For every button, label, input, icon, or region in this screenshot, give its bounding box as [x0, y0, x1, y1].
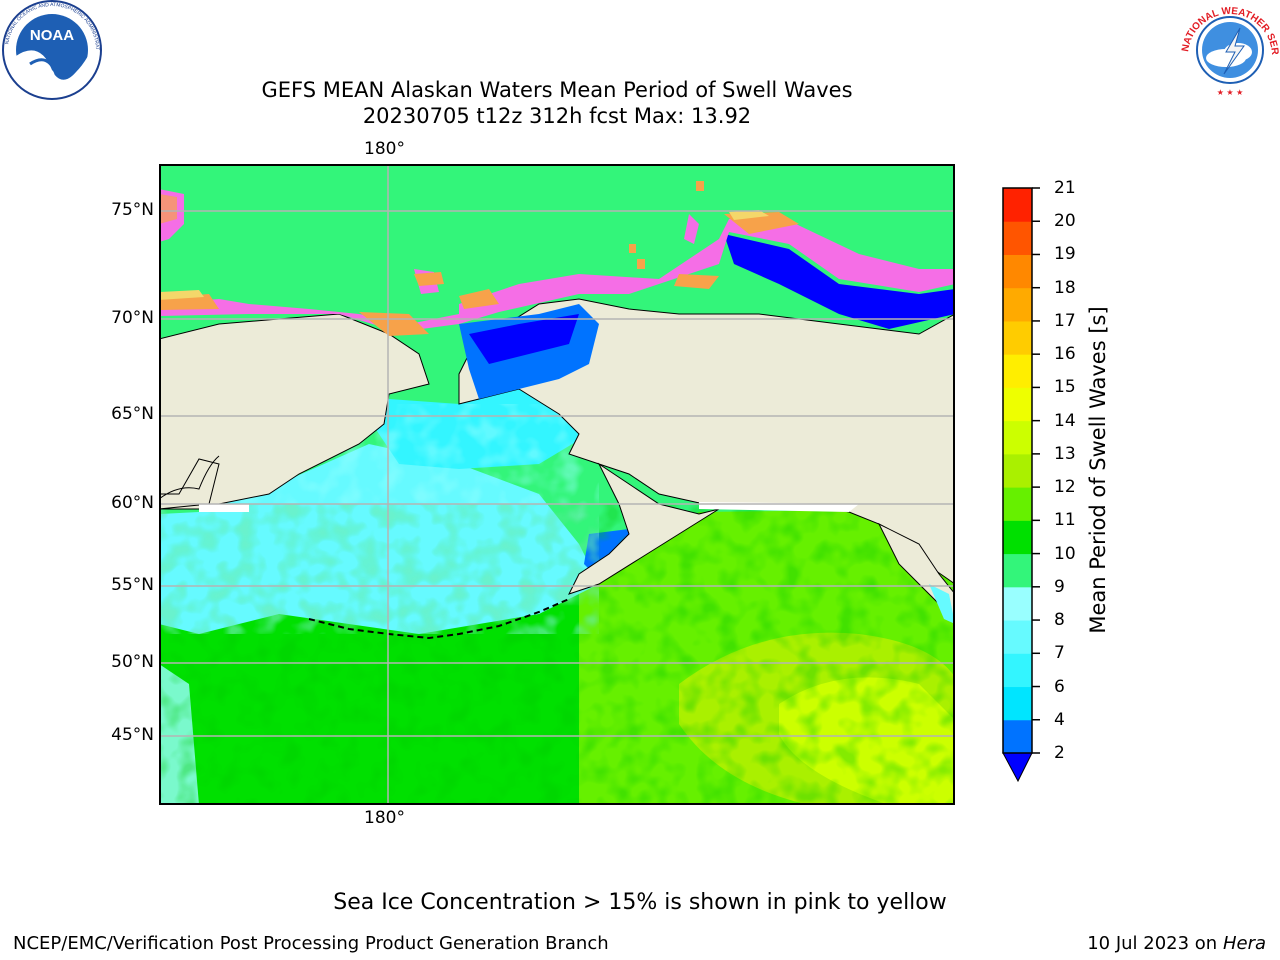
map-subtitle: 20230705 t12z 312h fcst Max: 13.92: [362, 104, 752, 128]
colorbar-underflow-arrow: [1002, 752, 1033, 783]
chukchi-deep-blue: [469, 314, 579, 364]
colorbar: [1002, 187, 1040, 783]
colorbar-segment: [1003, 254, 1032, 289]
footer-date: 10 Jul 2023 on Hera: [1087, 933, 1266, 954]
colorbar-tick-label: 19: [1054, 244, 1076, 265]
colorbar-segment: [1003, 354, 1032, 388]
colorbar-segment: [1003, 586, 1032, 621]
alaska-landmass: [458, 298, 954, 584]
colorbar-segment: [1003, 653, 1032, 688]
colorbar-tick-label: 15: [1054, 377, 1076, 398]
svg-text:★ ★ ★: ★ ★ ★: [1217, 88, 1244, 97]
lat-label-45: 45°N: [111, 725, 154, 745]
colorbar-segment: [1003, 453, 1032, 488]
colorbar-segment: [1003, 686, 1032, 721]
colorbar-label: Mean Period of Swell Waves [s]: [1086, 306, 1110, 634]
colorbar-tick-label: 17: [1054, 310, 1076, 331]
colorbar-tick-label: 10: [1054, 543, 1076, 564]
colorbar-tick-label: 18: [1054, 277, 1076, 298]
lon-label-bottom: 180°: [364, 808, 405, 828]
colorbar-tick-label: 9: [1054, 576, 1065, 597]
lat-label-75: 75°N: [111, 200, 154, 220]
colorbar-segment: [1003, 719, 1032, 754]
colorbar-tick-label: 8: [1054, 610, 1065, 631]
colorbar-tick-label: 6: [1054, 676, 1065, 697]
map-title: GEFS MEAN Alaskan Waters Mean Period of …: [261, 78, 853, 102]
colorbar-segment: [1003, 221, 1032, 255]
colorbar-tick-label: 20: [1054, 211, 1076, 232]
colorbar-tick-label: 13: [1054, 443, 1076, 464]
lon-label-top: 180°: [364, 139, 405, 159]
lat-label-65: 65°N: [111, 404, 154, 424]
swell-period-map: [159, 164, 955, 805]
footer-organization: NCEP/EMC/Verification Post Processing Pr…: [13, 933, 609, 954]
svg-text:NOAA: NOAA: [30, 27, 74, 44]
colorbar-tick-label: 4: [1054, 709, 1065, 730]
colorbar-segment: [1003, 553, 1032, 588]
colorbar-tick-label: 14: [1054, 410, 1076, 431]
colorbar-segment: [1003, 287, 1032, 322]
footer-machine: Hera: [1222, 933, 1266, 954]
colorbar-segment: [1003, 620, 1032, 654]
colorbar-segment: [1003, 520, 1032, 555]
lat-label-70: 70°N: [111, 308, 154, 328]
colorbar-segment: [1003, 487, 1032, 521]
footer-date-text: 10 Jul 2023 on: [1087, 933, 1223, 954]
lat-label-55: 55°N: [111, 575, 154, 595]
noaa-logo: NOAA NATIONAL OCEANIC AND ATMOSPHERIC AD…: [0, 0, 102, 100]
colorbar-segment: [1003, 320, 1032, 355]
colorbar-segment: [1003, 420, 1032, 455]
beaufort-sea-waves: [724, 234, 954, 329]
lat-label-60: 60°N: [111, 493, 154, 513]
colorbar-segment: [1003, 387, 1032, 422]
sea-ice-note: Sea Ice Concentration > 15% is shown in …: [333, 890, 947, 915]
lat-label-50: 50°N: [111, 652, 154, 672]
colorbar-tick-label: 2: [1054, 743, 1065, 763]
colorbar-tick-label: 7: [1054, 643, 1065, 664]
alaska-peninsula: [568, 462, 720, 595]
colorbar-tick-label: 16: [1054, 344, 1076, 365]
colorbar-tick-label: 12: [1054, 477, 1076, 498]
colorbar-segment: [1003, 188, 1032, 222]
sea-ice-edge-band: [199, 504, 249, 512]
colorbar-tick-label: 21: [1054, 178, 1076, 198]
nws-logo: NATIONAL WEATHER SERVICE ★ ★ ★: [1180, 0, 1280, 98]
colorbar-tick-label: 11: [1054, 510, 1076, 531]
